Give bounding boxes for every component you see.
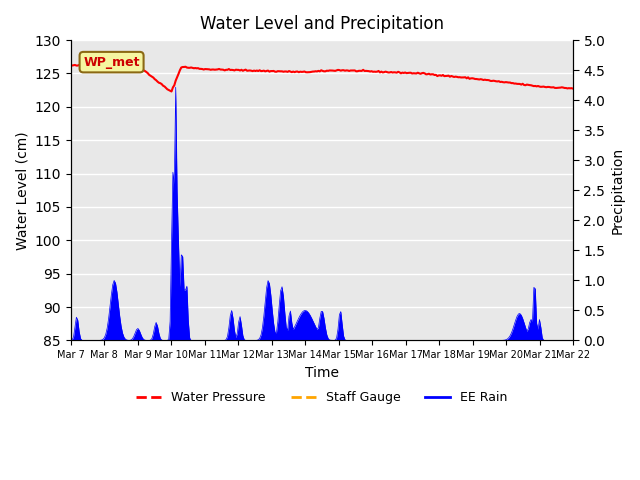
Text: WP_met: WP_met [83,56,140,69]
Title: Water Level and Precipitation: Water Level and Precipitation [200,15,444,33]
Legend: Water Pressure, Staff Gauge, EE Rain: Water Pressure, Staff Gauge, EE Rain [131,386,513,409]
X-axis label: Time: Time [305,366,339,380]
Y-axis label: Precipitation: Precipitation [611,147,625,234]
Y-axis label: Water Level (cm): Water Level (cm) [15,131,29,250]
